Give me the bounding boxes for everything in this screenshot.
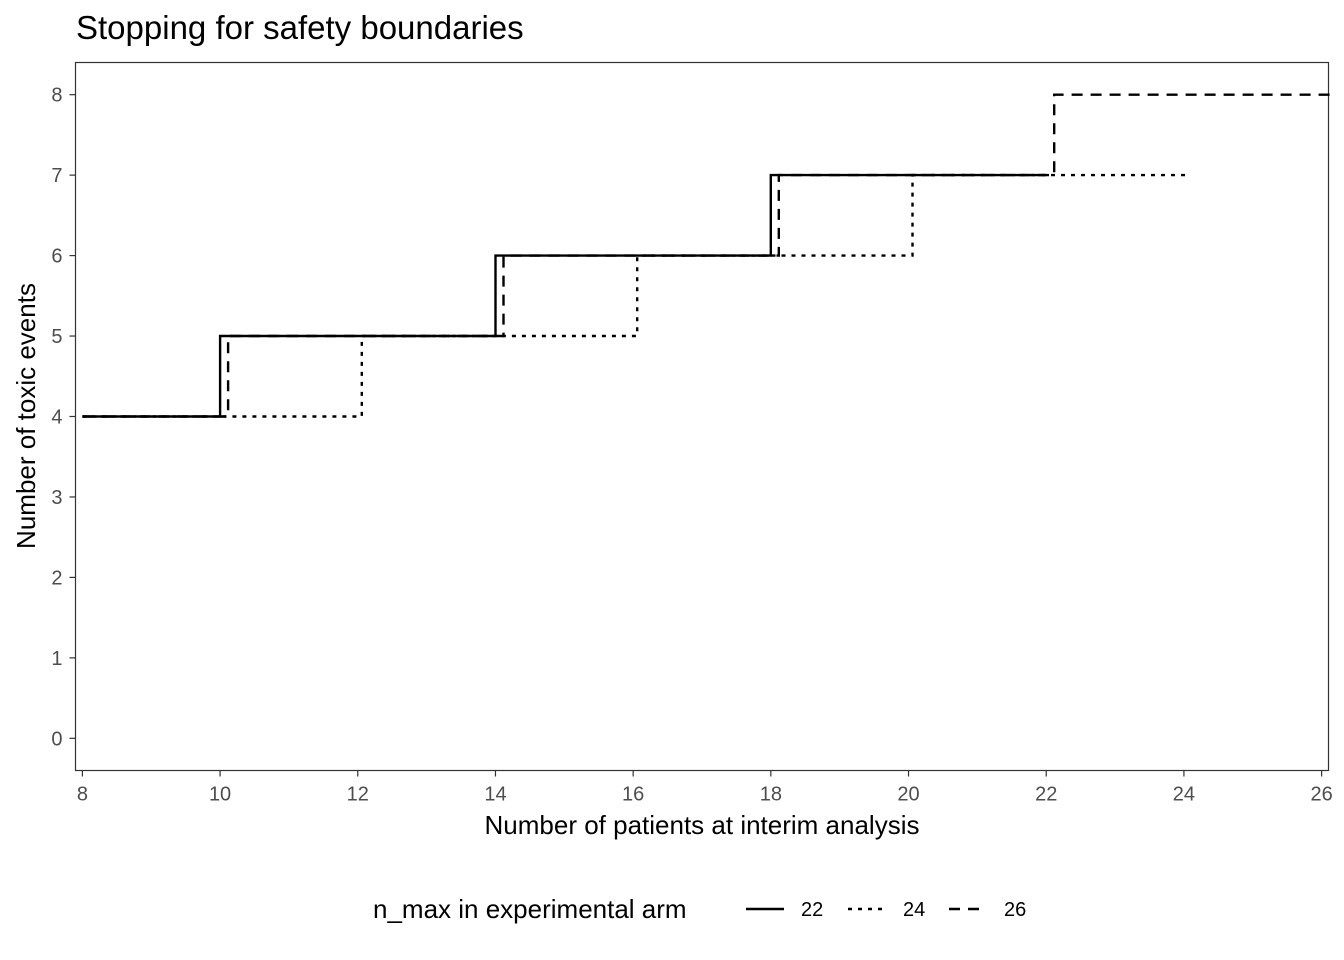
y-axis: 0 1 2 3 4 5 6 7 8 [51, 85, 76, 750]
series-line-24 [82, 173, 1188, 418]
y-tick-label: 2 [51, 567, 62, 589]
x-tick-label: 22 [1035, 784, 1057, 806]
x-tick-label: 16 [622, 784, 644, 806]
y-tick-label: 0 [51, 728, 62, 750]
y-tick-label: 6 [51, 246, 62, 268]
x-tick-label: 26 [1310, 784, 1332, 806]
y-tick-label: 5 [51, 326, 62, 348]
legend-label-26: 26 [1004, 899, 1026, 921]
x-tick-label: 18 [760, 784, 782, 806]
x-tick-label: 12 [347, 784, 369, 806]
y-tick-label: 7 [51, 165, 62, 187]
legend-title: n_max in experimental arm [373, 894, 687, 924]
x-tick-label: 8 [77, 784, 88, 806]
x-tick-label: 24 [1173, 784, 1195, 806]
x-axis: 8 10 12 14 16 18 20 22 24 26 [77, 770, 1333, 806]
y-tick-label: 4 [51, 407, 62, 429]
legend-label-22: 22 [801, 899, 823, 921]
series-line-26 [82, 93, 1330, 418]
x-tick-label: 20 [897, 784, 919, 806]
x-axis-title: Number of patients at interim analysis [485, 810, 920, 840]
y-tick-label: 3 [51, 487, 62, 509]
y-tick-label: 8 [51, 85, 62, 107]
y-tick-label: 1 [51, 648, 62, 670]
legend-label-24: 24 [903, 899, 925, 921]
y-axis-title: Number of toxic events [11, 283, 41, 549]
series-layer [82, 93, 1330, 418]
x-tick-label: 14 [484, 784, 506, 806]
chart-title: Stopping for safety boundaries [76, 9, 524, 46]
legend: n_max in experimental arm 22 24 26 [373, 894, 1026, 924]
x-tick-label: 10 [209, 784, 231, 806]
